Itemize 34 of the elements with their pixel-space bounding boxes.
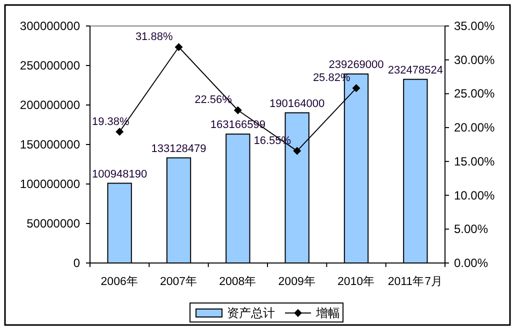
y-tick-label: 200000000 — [20, 98, 80, 112]
point — [352, 84, 360, 92]
data-label: 133128479 — [151, 142, 206, 155]
y2-tick-label: 35.00% — [454, 19, 496, 33]
data-label: 239269000 — [328, 58, 384, 71]
y-tick-label: 50000000 — [26, 216, 80, 230]
data-label: 31.88% — [135, 31, 173, 44]
y2-tick-label: 25.00% — [454, 86, 496, 101]
y-tick-label: 100000000 — [20, 177, 80, 191]
x-tick-label: 2010年 — [337, 275, 376, 288]
x-tick-label: 2009年 — [278, 275, 316, 288]
y-tick-label: 0 — [73, 256, 80, 270]
x-tick-label: 2011年7月 — [388, 275, 443, 288]
y2-tick-label: 20.00% — [454, 120, 496, 135]
data-label: 100948190 — [92, 168, 148, 180]
y2-tick-label: 30.00% — [454, 52, 496, 67]
y2-tick-label: 10.00% — [454, 188, 496, 202]
y2-tick-label: 15.00% — [454, 154, 496, 168]
point — [293, 146, 302, 155]
point — [116, 128, 124, 136]
data-label: 190164000 — [270, 98, 325, 110]
y2-tick-label: 0.00% — [454, 256, 488, 270]
y-tick-label: 300000000 — [20, 19, 80, 33]
y-tick-label: 150000000 — [20, 138, 80, 152]
x-tick-label: 2008年 — [219, 275, 257, 288]
y2-tick-label: 5.00% — [454, 222, 488, 236]
point — [174, 43, 183, 52]
legend-label: 增幅 — [315, 306, 340, 320]
y-tick-label: 250000000 — [20, 58, 80, 72]
x-tick-label: 2006年 — [100, 275, 138, 288]
legend-label: 资产总计 — [227, 306, 275, 320]
x-tick-label: 2007年 — [160, 275, 198, 288]
data-label: 232478524 — [388, 64, 443, 76]
point — [234, 106, 242, 114]
